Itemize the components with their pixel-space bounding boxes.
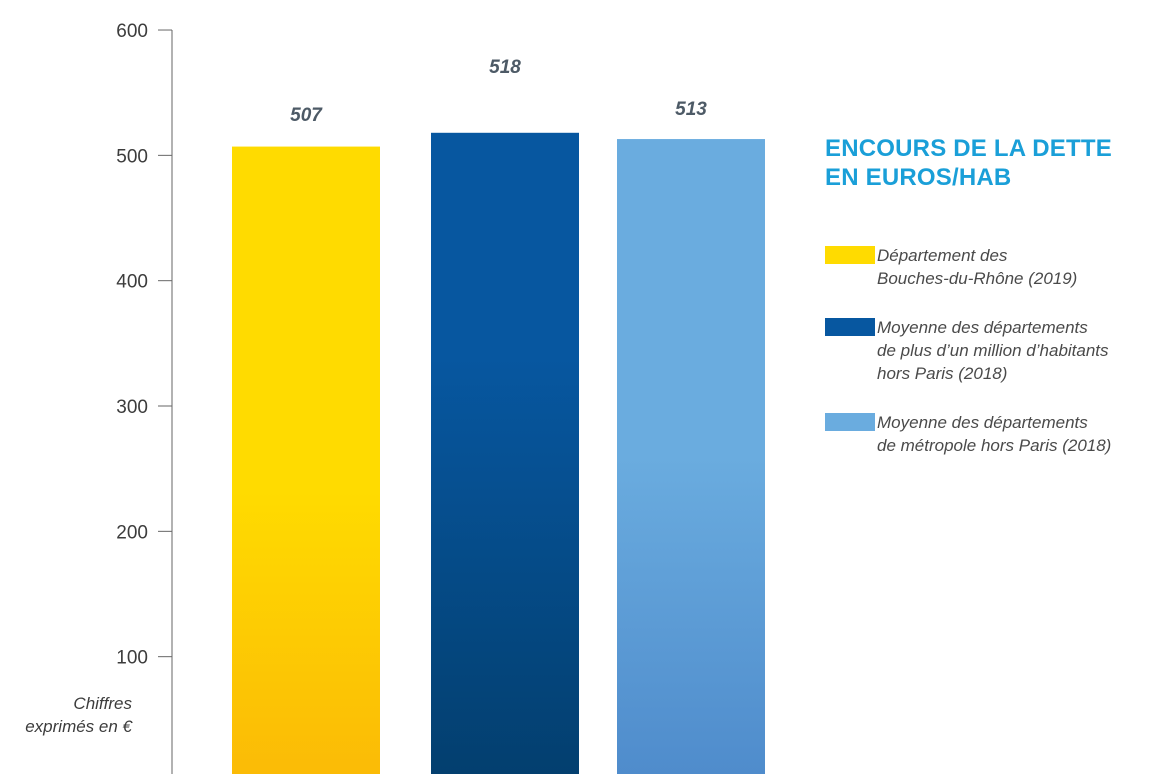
y-tick-label: 500	[116, 146, 148, 167]
bar-1-value-label: 507	[290, 105, 323, 126]
y-tick-label: 300	[116, 397, 148, 418]
legend-title-line-2: EN EUROS/HAB	[825, 164, 1012, 191]
legend-item-metropole: Moyenne des départements de métropole ho…	[825, 411, 1145, 457]
legend-item-million-habitants: Moyenne des départements de plus d’un mi…	[825, 316, 1145, 385]
y-axis-ticks: 100 200 300 400 500 600	[116, 21, 172, 669]
y-tick-label: 600	[116, 21, 148, 42]
bar-1	[232, 146, 380, 774]
bar-3-value-label: 513	[675, 99, 707, 120]
legend-title-line-1: ENCOURS DE LA DETTE	[825, 135, 1112, 162]
legend-item-bouches-du-rhone: Département des Bouches-du-Rhône (2019)	[825, 244, 1145, 290]
bar-2-value-label: 518	[489, 57, 521, 78]
legend-label: Moyenne des départements de plus d’un mi…	[877, 318, 1109, 383]
legend-swatch-yellow	[825, 246, 875, 264]
y-tick-label: 200	[116, 522, 148, 543]
legend-title: ENCOURS DE LA DETTE EN EUROS/HAB	[825, 134, 1145, 192]
units-note: Chiffres exprimés en €	[25, 694, 132, 736]
value-labels: 507 518 513	[290, 57, 707, 126]
bar-3	[617, 139, 765, 774]
legend: ENCOURS DE LA DETTE EN EUROS/HAB Départe…	[825, 134, 1145, 483]
legend-label: Département des Bouches-du-Rhône (2019)	[877, 246, 1078, 288]
legend-label: Moyenne des départements de métropole ho…	[877, 413, 1112, 455]
y-tick-label: 400	[116, 272, 148, 293]
y-tick-label: 100	[116, 648, 148, 669]
bars	[232, 132, 765, 774]
legend-swatch-light-blue	[825, 413, 875, 431]
legend-swatch-dark-blue	[825, 318, 875, 336]
bar-2	[431, 132, 579, 774]
